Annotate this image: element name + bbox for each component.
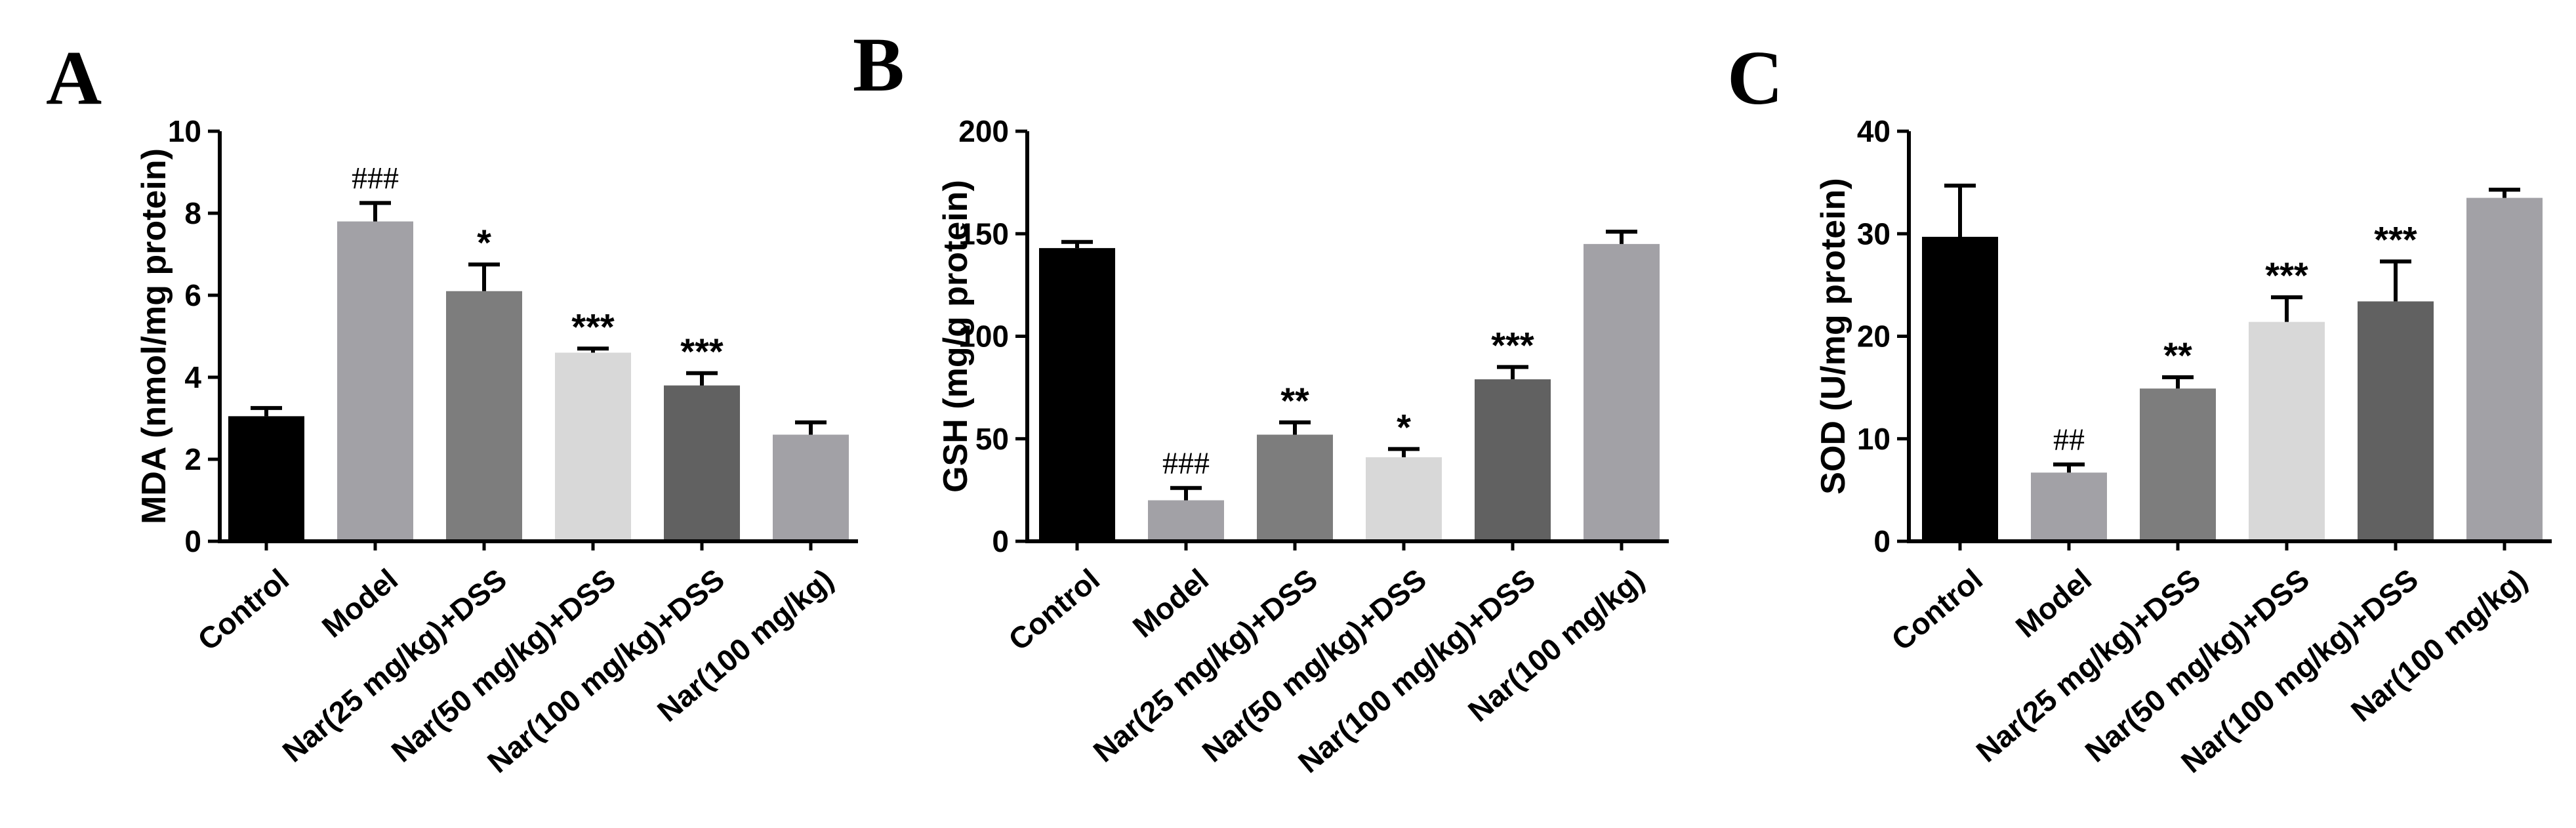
x-tick-label: Model — [316, 562, 404, 644]
significance-label: ** — [1280, 380, 1309, 421]
bar — [446, 291, 522, 541]
y-tick-label: 6 — [184, 278, 201, 312]
y-tick-label: 0 — [992, 524, 1009, 558]
x-tick-label: Model — [1126, 562, 1215, 644]
significance-label: * — [477, 222, 491, 263]
significance-label: *** — [680, 331, 724, 372]
significance-label: ** — [2163, 335, 2192, 376]
bar — [337, 221, 413, 541]
significance-label: * — [1397, 406, 1411, 447]
y-tick-label: 30 — [1857, 217, 1891, 251]
bar — [1922, 236, 1998, 541]
x-tick-label: Control — [1885, 562, 1989, 657]
y-tick-label: 0 — [184, 524, 201, 558]
y-tick-label: 40 — [1857, 114, 1891, 148]
x-tick-label: Model — [2009, 562, 2098, 644]
y-tick-label: 4 — [184, 360, 201, 394]
significance-label: ### — [352, 161, 399, 196]
y-tick-label: 50 — [975, 422, 1009, 456]
y-axis-label: GSH (mg/g protein) — [937, 180, 975, 493]
y-axis-label: SOD (U/mg protein) — [1814, 178, 1852, 494]
bar — [1584, 243, 1660, 541]
y-tick-label: 2 — [184, 442, 201, 476]
bar — [2140, 388, 2216, 541]
bar — [2249, 321, 2325, 541]
y-tick-label: 10 — [168, 114, 201, 148]
significance-label: *** — [571, 306, 615, 347]
y-tick-label: 0 — [1873, 524, 1891, 558]
y-tick-label: 8 — [184, 196, 201, 230]
bar — [2358, 301, 2434, 541]
bar — [664, 385, 740, 541]
y-tick-label: 10 — [1857, 422, 1891, 456]
bar — [1475, 379, 1551, 541]
bar — [1039, 248, 1115, 541]
bar — [1366, 457, 1442, 541]
x-tick-label: Control — [1002, 562, 1106, 657]
y-tick-label: 20 — [1857, 320, 1891, 354]
bar — [2031, 472, 2107, 541]
y-tick-label: 150 — [958, 217, 1009, 251]
significance-label: ### — [1162, 446, 1210, 481]
significance-label: *** — [1491, 324, 1534, 365]
bar — [773, 434, 849, 541]
y-tick-label: 100 — [958, 320, 1009, 354]
significance-label: *** — [2265, 255, 2308, 296]
bar — [555, 352, 631, 541]
bar — [1148, 500, 1224, 541]
y-tick-label: 200 — [958, 114, 1009, 148]
significance-label: ## — [2053, 423, 2085, 457]
y-axis-label: MDA (nmol/mg protein) — [135, 148, 173, 524]
bar — [2466, 197, 2543, 541]
x-tick-label: Control — [191, 562, 295, 657]
significance-label: *** — [2374, 218, 2417, 260]
panel-letter: B — [853, 22, 905, 108]
bar — [228, 416, 304, 541]
panel-letter: C — [1727, 35, 1783, 121]
panel-letter: A — [46, 35, 102, 121]
bar — [1257, 434, 1333, 541]
